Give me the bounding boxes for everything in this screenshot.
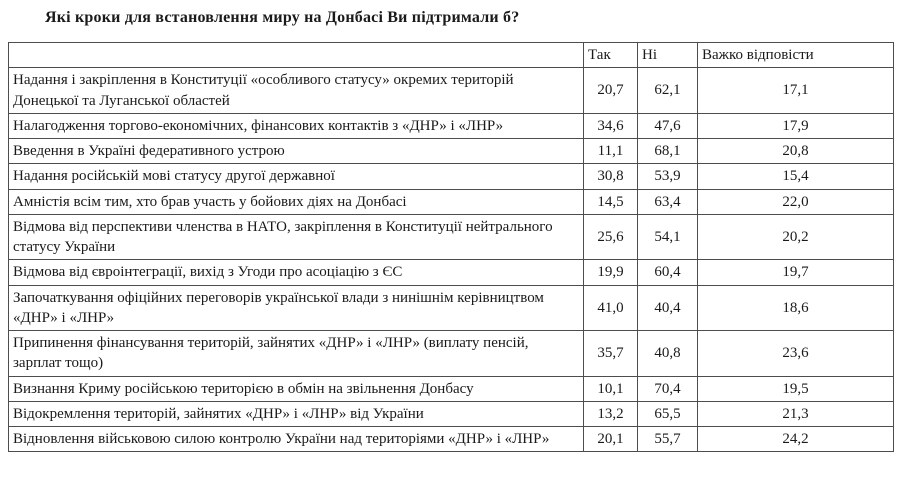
yes-cell: 20,7	[583, 67, 638, 114]
table-row: Відокремлення територій, зайнятих «ДНР» …	[8, 400, 894, 428]
no-cell: 53,9	[637, 163, 698, 190]
question-cell: Надання і закріплення в Конституції «осо…	[8, 67, 584, 114]
yes-cell: 35,7	[583, 330, 638, 377]
no-cell: 60,4	[637, 259, 698, 286]
question-cell: Визнання Криму російською територією в о…	[8, 375, 584, 402]
question-cell: Амністія всім тим, хто брав участь у бой…	[8, 188, 584, 215]
hard-cell: 24,2	[697, 425, 894, 453]
no-cell: 40,8	[637, 330, 698, 377]
hard-cell: 19,7	[697, 259, 894, 286]
table-row: Відновлення військовою силою контролю Ук…	[8, 425, 894, 453]
question-cell: Налагодження торгово-економічних, фінанс…	[8, 112, 584, 140]
hard-cell: 20,8	[697, 137, 894, 165]
hard-cell: 23,6	[697, 330, 894, 377]
hard-cell: 19,5	[697, 375, 894, 402]
table-row: Надання і закріплення в Конституції «осо…	[8, 67, 894, 114]
question-cell: Відмова від перспективи членства в НАТО,…	[8, 213, 584, 261]
hard-cell: 17,9	[697, 112, 894, 140]
hard-cell: 15,4	[697, 163, 894, 190]
table-row: Амністія всім тим, хто брав участь у бой…	[8, 188, 894, 215]
hard-cell: 18,6	[697, 284, 894, 331]
yes-cell: 13,2	[583, 400, 638, 428]
yes-cell: 19,9	[583, 259, 638, 286]
table-row: Припинення фінансування територій, зайня…	[8, 330, 894, 377]
no-cell: 68,1	[637, 137, 698, 165]
hard-cell: 21,3	[697, 400, 894, 428]
no-cell: 54,1	[637, 213, 698, 261]
table-row: Визнання Криму російською територією в о…	[8, 375, 894, 402]
question-cell: Відмова від євроінтеграції, вихід з Угод…	[8, 259, 584, 286]
table-row: Відмова від євроінтеграції, вихід з Угод…	[8, 259, 894, 286]
hard-cell: 20,2	[697, 213, 894, 261]
question-cell: Надання російській мові статусу другої д…	[8, 163, 584, 190]
yes-cell: 11,1	[583, 137, 638, 165]
question-cell: Започаткування офіційних переговорів укр…	[8, 284, 584, 331]
no-cell: 70,4	[637, 375, 698, 402]
no-cell: 40,4	[637, 284, 698, 331]
no-cell: 63,4	[637, 188, 698, 215]
table-row: Надання російській мові статусу другої д…	[8, 163, 894, 190]
hard-cell: 17,1	[697, 67, 894, 114]
no-cell: 47,6	[637, 112, 698, 140]
header-no: Ні	[637, 41, 698, 69]
question-cell: Припинення фінансування територій, зайня…	[8, 330, 584, 377]
no-cell: 62,1	[637, 67, 698, 114]
survey-results-table: Так Ні Важко відповісти Надання і закріп…	[8, 41, 894, 453]
yes-cell: 34,6	[583, 112, 638, 140]
table-row: Налагодження торгово-економічних, фінанс…	[8, 112, 894, 140]
hard-cell: 22,0	[697, 188, 894, 215]
question-cell: Відокремлення територій, зайнятих «ДНР» …	[8, 400, 584, 428]
table-row: Введення в Україні федеративного устрою …	[8, 137, 894, 165]
yes-cell: 20,1	[583, 425, 638, 453]
table-row: Започаткування офіційних переговорів укр…	[8, 284, 894, 331]
page-title: Які кроки для встановлення миру на Донба…	[45, 9, 520, 26]
yes-cell: 41,0	[583, 284, 638, 331]
table-row: Відмова від перспективи членства в НАТО,…	[8, 213, 894, 261]
yes-cell: 30,8	[583, 163, 638, 190]
yes-cell: 25,6	[583, 213, 638, 261]
no-cell: 65,5	[637, 400, 698, 428]
question-cell: Відновлення військовою силою контролю Ук…	[8, 425, 584, 453]
header-hard-to-answer: Важко відповісти	[697, 41, 894, 69]
yes-cell: 10,1	[583, 375, 638, 402]
no-cell: 55,7	[637, 425, 698, 453]
question-cell: Введення в Україні федеративного устрою	[8, 137, 584, 165]
header-yes: Так	[583, 41, 638, 69]
header-question-empty	[8, 41, 584, 69]
header-row: Так Ні Важко відповісти	[8, 41, 894, 69]
yes-cell: 14,5	[583, 188, 638, 215]
